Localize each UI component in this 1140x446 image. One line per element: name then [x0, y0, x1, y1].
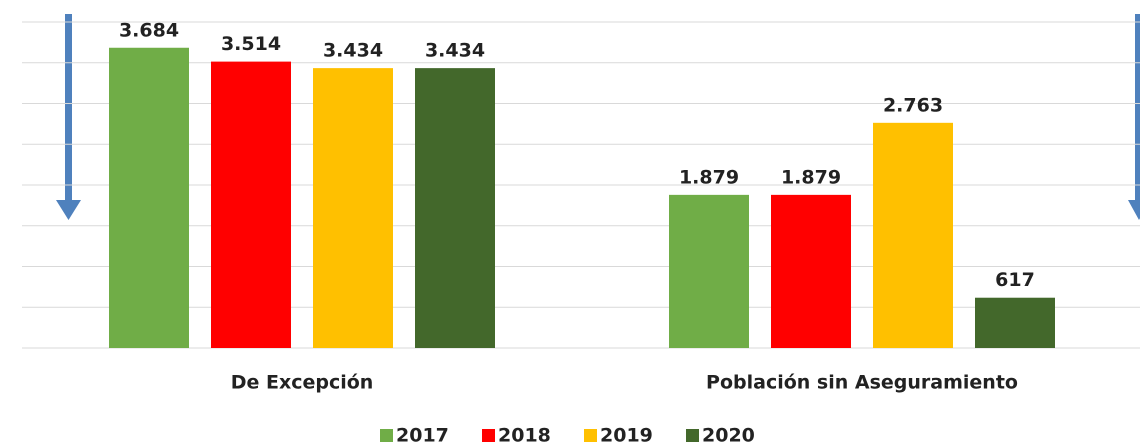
bar: [415, 68, 495, 348]
value-label: 3.514: [221, 33, 281, 55]
bar: [313, 68, 393, 348]
value-label: 3.684: [119, 19, 179, 41]
value-label: 617: [995, 269, 1035, 291]
legend-swatch: [686, 429, 699, 442]
legend-swatch: [482, 429, 495, 442]
bar: [211, 61, 291, 348]
value-label: 1.879: [679, 166, 739, 188]
value-label: 2.763: [883, 94, 943, 116]
legend-label: 2019: [600, 425, 653, 446]
legend-label: 2020: [702, 425, 755, 446]
value-label: 1.879: [781, 166, 841, 188]
value-label: 3.434: [323, 40, 383, 62]
decorative-arrow: [56, 14, 1140, 220]
bar: [975, 297, 1055, 348]
legend-label: 2018: [498, 425, 551, 446]
bar: [873, 122, 953, 349]
x-tick-label: De Excepción: [231, 372, 374, 394]
x-tick-label: Población sin Aseguramiento: [706, 372, 1018, 394]
bar: [771, 194, 851, 348]
legend-swatch: [380, 429, 393, 442]
value-label: 3.434: [425, 40, 485, 62]
legend-label: 2017: [396, 425, 449, 446]
bar: [669, 194, 749, 348]
bar: [109, 47, 189, 349]
legend-swatch: [584, 429, 597, 442]
